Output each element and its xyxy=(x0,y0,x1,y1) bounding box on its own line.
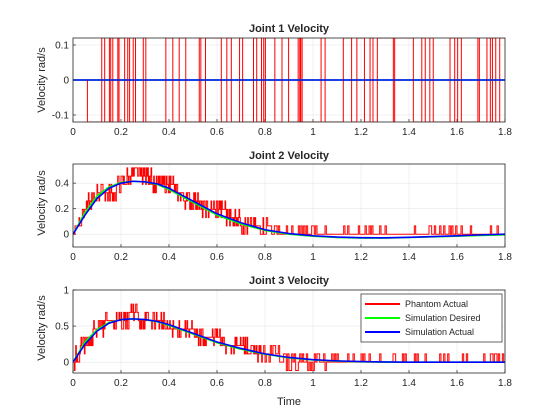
plot1-xtick-label: 0 xyxy=(70,127,76,138)
plot2-frame xyxy=(72,163,506,248)
plot3-xtick-label: 1.6 xyxy=(450,378,464,389)
plot1-ytick-label: 0 xyxy=(63,76,69,87)
plot1-xtick-label: 0.8 xyxy=(258,127,272,138)
plot1-axes: 0 0.2 0.4 0.6 0.8 1 1.2 1.4 1.6 1.8-0.100.1 xyxy=(52,37,512,138)
plot3-xtick-label: 0 xyxy=(70,378,76,389)
plot1-xtick-label: 1.4 xyxy=(402,127,416,138)
plot2-axes: 0 0.2 0.4 0.6 0.8 1 1.2 1.4 1.6 1.8 0 0.2 0.4 xyxy=(55,163,512,263)
plot2-ylabel: Velocity rad/s xyxy=(36,170,48,236)
plot3-xtick-label: 1 xyxy=(310,378,316,389)
plot1-xtick-label: 1.8 xyxy=(498,127,512,138)
plot2-xtick-label: 1.6 xyxy=(450,252,464,263)
plot3-ytick-label: 0 xyxy=(63,358,69,369)
legend-label-simulation-desired: Simulation Desired xyxy=(405,313,481,323)
plot2-xtick-label: 1.4 xyxy=(402,252,416,263)
x-axis-label: Time xyxy=(277,396,301,408)
plot1-ylabel: Velocity rad/s xyxy=(36,47,48,113)
plot3-ylabel: Velocity rad/s xyxy=(36,295,48,361)
plot3-xtick-label: 1.8 xyxy=(498,378,512,389)
plot2-xtick-label: 0.4 xyxy=(162,252,176,263)
series-phantom-actual xyxy=(73,167,505,235)
plot2-xtick-label: 1 xyxy=(310,252,316,263)
plot2-ytick-label: 0.4 xyxy=(55,179,69,190)
plot3-frame xyxy=(72,289,506,374)
plot2-data xyxy=(73,167,505,239)
plot3-xtick-label: 0.4 xyxy=(162,378,176,389)
plot3-ytick-label: 0.5 xyxy=(55,322,69,333)
plot1-xtick-label: 1 xyxy=(310,127,316,138)
plot3-title: Joint 3 Velocity xyxy=(249,275,330,287)
plot1-title: Joint 1 Velocity xyxy=(249,23,330,35)
plot1-ytick-label: 0.1 xyxy=(55,41,69,52)
plot1-frame xyxy=(72,37,506,123)
series-phantom-actual xyxy=(73,38,505,122)
plot3-xtick-label: 1.2 xyxy=(354,378,368,389)
plot3-xtick-label: 0.8 xyxy=(258,378,272,389)
plot2-xtick-label: 0.8 xyxy=(258,252,272,263)
plot2-xtick-label: 1.8 xyxy=(498,252,512,263)
plot2-xtick-label: 0 xyxy=(70,252,76,263)
plot2-xtick-label: 0.2 xyxy=(114,252,128,263)
plot3-xtick-label: 0.6 xyxy=(210,378,224,389)
plot1-xtick-label: 1.6 xyxy=(450,127,464,138)
plot1-xtick-label: 0.4 xyxy=(162,127,176,138)
plot1-data xyxy=(73,38,505,122)
legend-label-simulation-actual: Simulation Actual xyxy=(405,327,474,337)
plot3-xtick-label: 0.2 xyxy=(114,378,128,389)
plot2-xtick-label: 0.6 xyxy=(210,252,224,263)
plot2-title: Joint 2 Velocity xyxy=(249,150,330,162)
plot1-xtick-label: 0.2 xyxy=(114,127,128,138)
plot3-data xyxy=(73,303,505,371)
plot2-ytick-label: 0 xyxy=(63,230,69,241)
plot2-xtick-label: 1.2 xyxy=(354,252,368,263)
legend: Phantom Actual Simulation Desired Simula… xyxy=(360,293,503,343)
series-simulation-actual xyxy=(73,180,505,239)
legend-label-phantom-actual: Phantom Actual xyxy=(405,299,468,309)
plot3-xtick-label: 1.4 xyxy=(402,378,416,389)
plot1-ytick-label: -0.1 xyxy=(52,111,70,122)
series-simulation-actual xyxy=(73,318,505,363)
plot1-xtick-label: 0.6 xyxy=(210,127,224,138)
plot2-ytick-label: 0.2 xyxy=(55,204,69,215)
plot1-xtick-label: 1.2 xyxy=(354,127,368,138)
plot3-ytick-label: 1 xyxy=(63,286,69,297)
